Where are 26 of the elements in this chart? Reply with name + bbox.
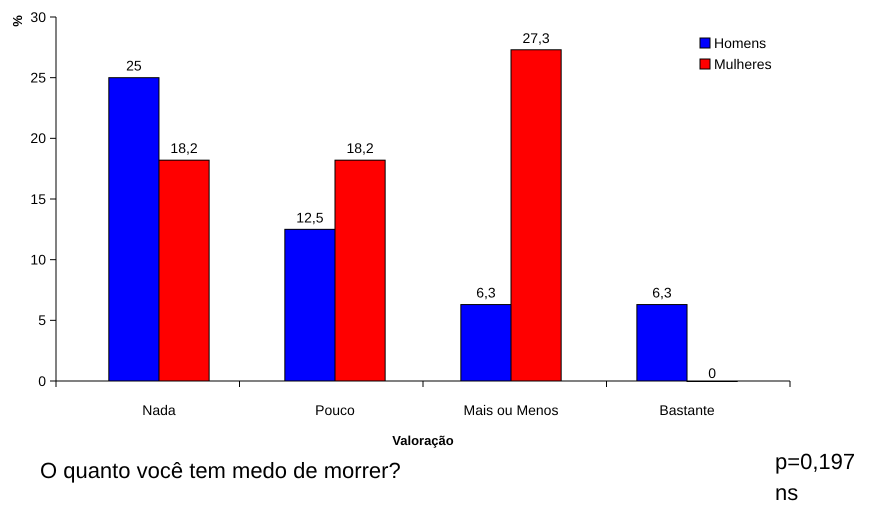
y-tick-label: 30 xyxy=(30,8,46,25)
data-label: 18,2 xyxy=(170,140,198,156)
data-label: 6,3 xyxy=(652,284,672,301)
x-axis-title: Valoração xyxy=(392,433,454,448)
text: p=0,197 xyxy=(775,449,856,474)
data-label: 6,3 xyxy=(476,284,496,301)
legend-label: Homens xyxy=(714,34,766,51)
x-tick-label: Bastante xyxy=(659,402,715,418)
y-tick-label: 20 xyxy=(30,130,46,146)
text: ns xyxy=(775,480,798,505)
data-label: 12,5 xyxy=(296,209,324,226)
data-label: 27,3 xyxy=(522,30,550,46)
y-tick-label: 25 xyxy=(30,70,46,86)
data-label: 0 xyxy=(708,365,716,381)
data-label: 18,2 xyxy=(346,140,374,156)
data-label: 25 xyxy=(126,58,142,74)
legend-label: Mulheres xyxy=(714,56,772,72)
y-tick-label: 10 xyxy=(30,252,46,268)
y-tick-label: 5 xyxy=(38,312,46,328)
x-tick-label: Mais ou Menos xyxy=(464,402,558,418)
y-tick-label: 0 xyxy=(38,372,46,389)
y-axis-title: % xyxy=(10,14,25,27)
y-tick-label: 15 xyxy=(30,190,46,207)
x-tick-label: Pouco xyxy=(315,402,356,418)
text: O quanto você tem medo de morrer? xyxy=(40,458,401,483)
x-tick-label: Nada xyxy=(142,402,176,418)
